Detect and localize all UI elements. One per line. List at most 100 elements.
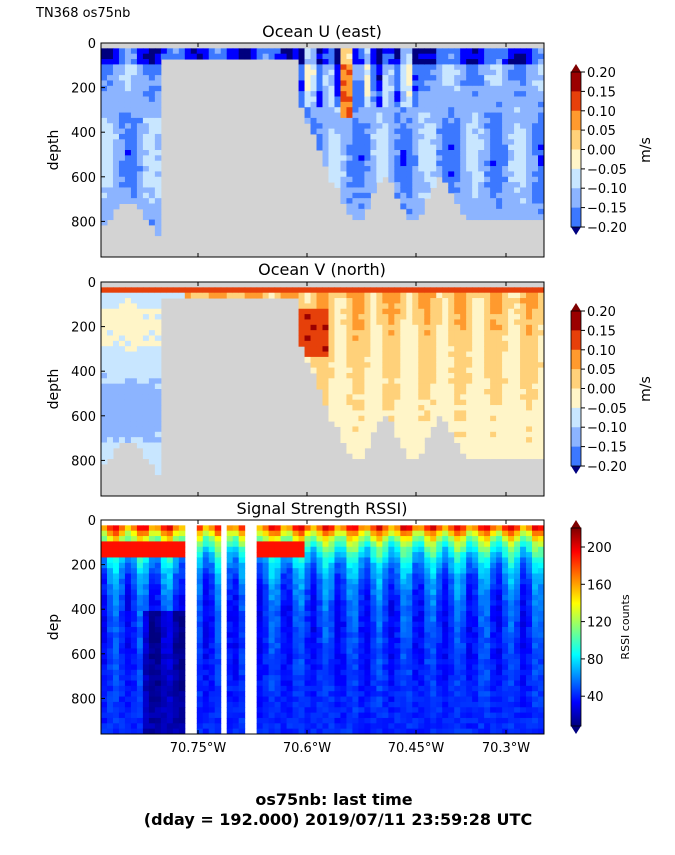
heatmap-cell bbox=[406, 399, 413, 406]
heatmap-cell bbox=[106, 330, 114, 336]
heatmap-cell bbox=[520, 346, 527, 353]
heatmap-cell bbox=[316, 367, 323, 374]
heatmap-cell bbox=[418, 541, 425, 548]
heatmap-cell bbox=[280, 643, 288, 649]
heatmap-cell bbox=[298, 728, 306, 734]
heatmap-cell bbox=[298, 340, 306, 347]
heatmap-cell bbox=[412, 330, 419, 336]
heatmap-cell bbox=[478, 128, 485, 135]
heatmap-cell bbox=[418, 287, 425, 294]
heatmap-cell bbox=[232, 568, 240, 574]
heatmap-cell bbox=[226, 653, 234, 660]
heatmap-cell bbox=[478, 53, 485, 60]
heatmap-cell bbox=[538, 437, 544, 443]
heatmap-cell bbox=[124, 616, 132, 623]
heatmap-cell bbox=[160, 525, 168, 532]
heatmap-cell bbox=[346, 48, 353, 55]
heatmap-cell bbox=[430, 144, 437, 151]
heatmap-cell bbox=[268, 557, 276, 564]
heatmap-cell bbox=[508, 214, 515, 221]
heatmap-cell bbox=[232, 605, 240, 612]
heatmap-cell bbox=[172, 653, 180, 660]
heatmap-cell bbox=[226, 584, 234, 591]
heatmap-cell bbox=[472, 351, 479, 358]
heatmap-cell bbox=[388, 621, 395, 628]
heatmap-cell bbox=[346, 198, 353, 204]
heatmap-cell bbox=[334, 728, 341, 734]
heatmap-cell bbox=[430, 346, 437, 353]
heatmap-cell bbox=[106, 85, 114, 92]
heatmap-cell bbox=[406, 421, 413, 427]
heatmap-cell bbox=[352, 117, 359, 124]
heatmap-cell bbox=[334, 584, 341, 591]
heatmap-cell bbox=[328, 378, 335, 385]
heatmap-cell bbox=[394, 589, 401, 596]
colorbar-tick-label: 0.10 bbox=[587, 105, 616, 120]
heatmap-cell bbox=[358, 712, 365, 719]
heatmap-cell bbox=[178, 643, 186, 649]
heatmap-cell bbox=[178, 541, 186, 548]
heatmap-cell bbox=[238, 541, 246, 548]
heatmap-cell bbox=[508, 208, 515, 215]
heatmap-cell bbox=[310, 69, 318, 76]
heatmap-cell bbox=[112, 91, 120, 97]
heatmap-cell bbox=[508, 431, 515, 438]
heatmap-cell bbox=[166, 728, 174, 734]
heatmap-cell bbox=[496, 59, 503, 65]
heatmap-cell bbox=[358, 335, 365, 342]
heatmap-cell bbox=[160, 723, 168, 730]
heatmap-cell bbox=[118, 685, 126, 692]
heatmap-cell bbox=[364, 426, 371, 433]
heatmap-cell bbox=[388, 362, 395, 369]
heatmap-cell bbox=[532, 453, 539, 460]
heatmap-cell bbox=[142, 356, 150, 363]
heatmap-cell bbox=[460, 330, 467, 336]
heatmap-cell bbox=[148, 562, 156, 569]
heatmap-cell bbox=[286, 717, 294, 724]
heatmap-cell bbox=[148, 96, 156, 103]
heatmap-cell bbox=[538, 117, 544, 124]
heatmap-cell bbox=[382, 728, 389, 734]
heatmap-cell bbox=[322, 648, 329, 655]
heatmap-cell bbox=[538, 176, 544, 183]
heatmap-cell bbox=[490, 410, 497, 417]
heatmap-cell bbox=[316, 59, 323, 65]
heatmap-cell bbox=[484, 405, 491, 411]
heatmap-cell bbox=[196, 594, 204, 601]
heatmap-cell bbox=[430, 372, 437, 379]
heatmap-cell bbox=[370, 356, 377, 363]
heatmap-cell bbox=[328, 568, 335, 574]
heatmap-cell bbox=[310, 356, 318, 363]
heatmap-cell bbox=[118, 192, 126, 199]
heatmap-cell bbox=[466, 405, 473, 411]
heatmap-cell bbox=[394, 107, 401, 114]
heatmap-cell bbox=[101, 85, 108, 92]
heatmap-cell bbox=[382, 69, 389, 76]
heatmap-cell bbox=[340, 632, 347, 639]
heatmap-cell bbox=[286, 712, 294, 719]
heatmap-cell bbox=[112, 584, 120, 591]
heatmap-cell bbox=[160, 675, 168, 681]
heatmap-cell bbox=[448, 303, 455, 310]
heatmap-cell bbox=[394, 546, 401, 553]
heatmap-cell bbox=[394, 182, 401, 188]
heatmap-cell bbox=[364, 541, 371, 548]
heatmap-cell bbox=[340, 557, 347, 564]
heatmap-cell bbox=[214, 728, 222, 734]
heatmap-cell bbox=[292, 707, 300, 714]
heatmap-cell bbox=[376, 675, 383, 681]
heatmap-cell bbox=[400, 303, 407, 310]
heatmap-cell bbox=[376, 525, 383, 532]
heatmap-cell bbox=[101, 458, 108, 465]
heatmap-cell bbox=[316, 330, 323, 336]
heatmap-cell bbox=[478, 421, 485, 427]
heatmap-cell bbox=[304, 584, 312, 591]
heatmap-cell bbox=[472, 139, 479, 146]
heatmap-cell bbox=[154, 525, 162, 532]
heatmap-cell bbox=[274, 664, 282, 671]
heatmap-cell bbox=[382, 298, 389, 304]
heatmap-cell bbox=[298, 723, 306, 730]
heatmap-cell bbox=[256, 637, 264, 644]
heatmap-cell bbox=[418, 372, 425, 379]
heatmap-cell bbox=[316, 117, 323, 124]
